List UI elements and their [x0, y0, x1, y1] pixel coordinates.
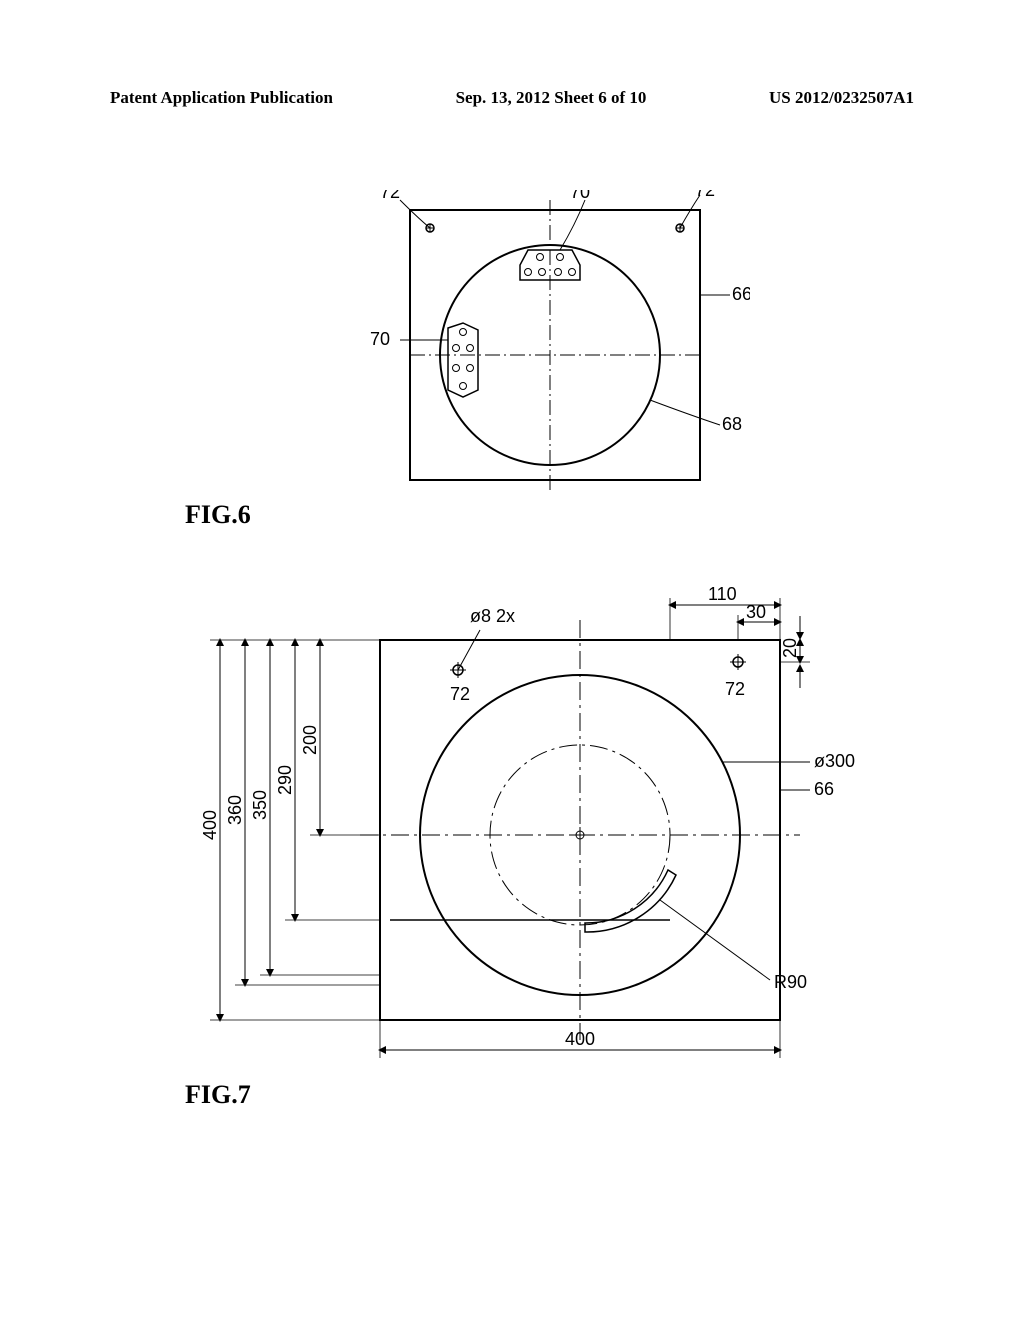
dim-h200: 200 [300, 725, 320, 755]
header-left: Patent Application Publication [110, 88, 333, 108]
dim-w400: 400 [565, 1029, 595, 1049]
ref-70b: 70 [370, 329, 390, 349]
header-center: Sep. 13, 2012 Sheet 6 of 10 [456, 88, 647, 108]
dim-w110: 110 [708, 584, 737, 604]
dim-h350: 350 [250, 790, 270, 820]
ref-72b: 72 [725, 679, 745, 699]
fig6-svg: 72 70 72 66 68 70 [350, 190, 750, 500]
fig6-label: FIG.6 [185, 500, 251, 530]
fig7-svg: 400 360 350 290 200 400 110 30 20 ø8 [150, 580, 900, 1080]
ref-72b: 72 [695, 190, 715, 200]
dim-h360: 360 [225, 795, 245, 825]
dim-h290: 290 [275, 765, 295, 795]
dim-dia300: ø300 [814, 751, 855, 771]
ref-66: 66 [732, 284, 750, 304]
ref-70a: 70 [570, 190, 590, 202]
dim-dia8: ø8 2x [470, 606, 515, 626]
ref-72a: 72 [380, 190, 400, 202]
header-right: US 2012/0232507A1 [769, 88, 914, 108]
dim-r90: R90 [774, 972, 807, 992]
page-header: Patent Application Publication Sep. 13, … [110, 88, 914, 108]
dim-h400: 400 [200, 810, 220, 840]
ref-66: 66 [814, 779, 834, 799]
dim-w30: 30 [746, 602, 766, 622]
fig7-label: FIG.7 [185, 1080, 251, 1110]
dim-w20: 20 [780, 638, 800, 658]
ref-68: 68 [722, 414, 742, 434]
ref-72a: 72 [450, 684, 470, 704]
figure-6: 72 70 72 66 68 70 [350, 190, 750, 500]
figure-7: 400 360 350 290 200 400 110 30 20 ø8 [150, 580, 900, 1080]
